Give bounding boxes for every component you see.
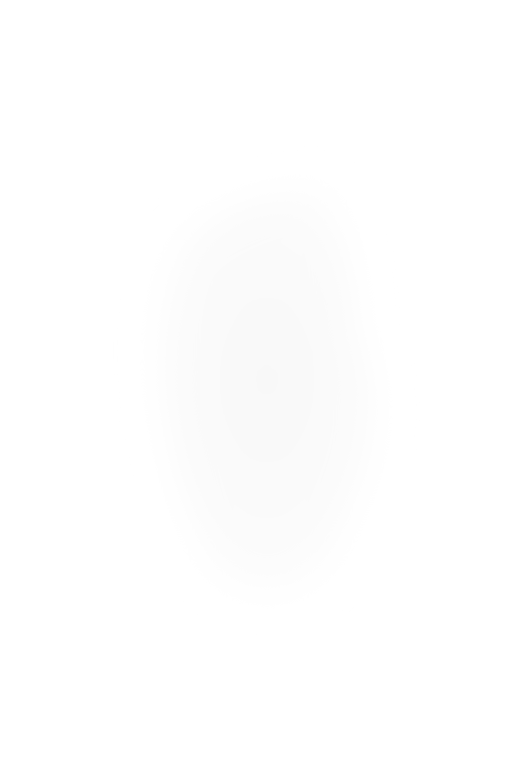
- blob-path: [157, 188, 377, 597]
